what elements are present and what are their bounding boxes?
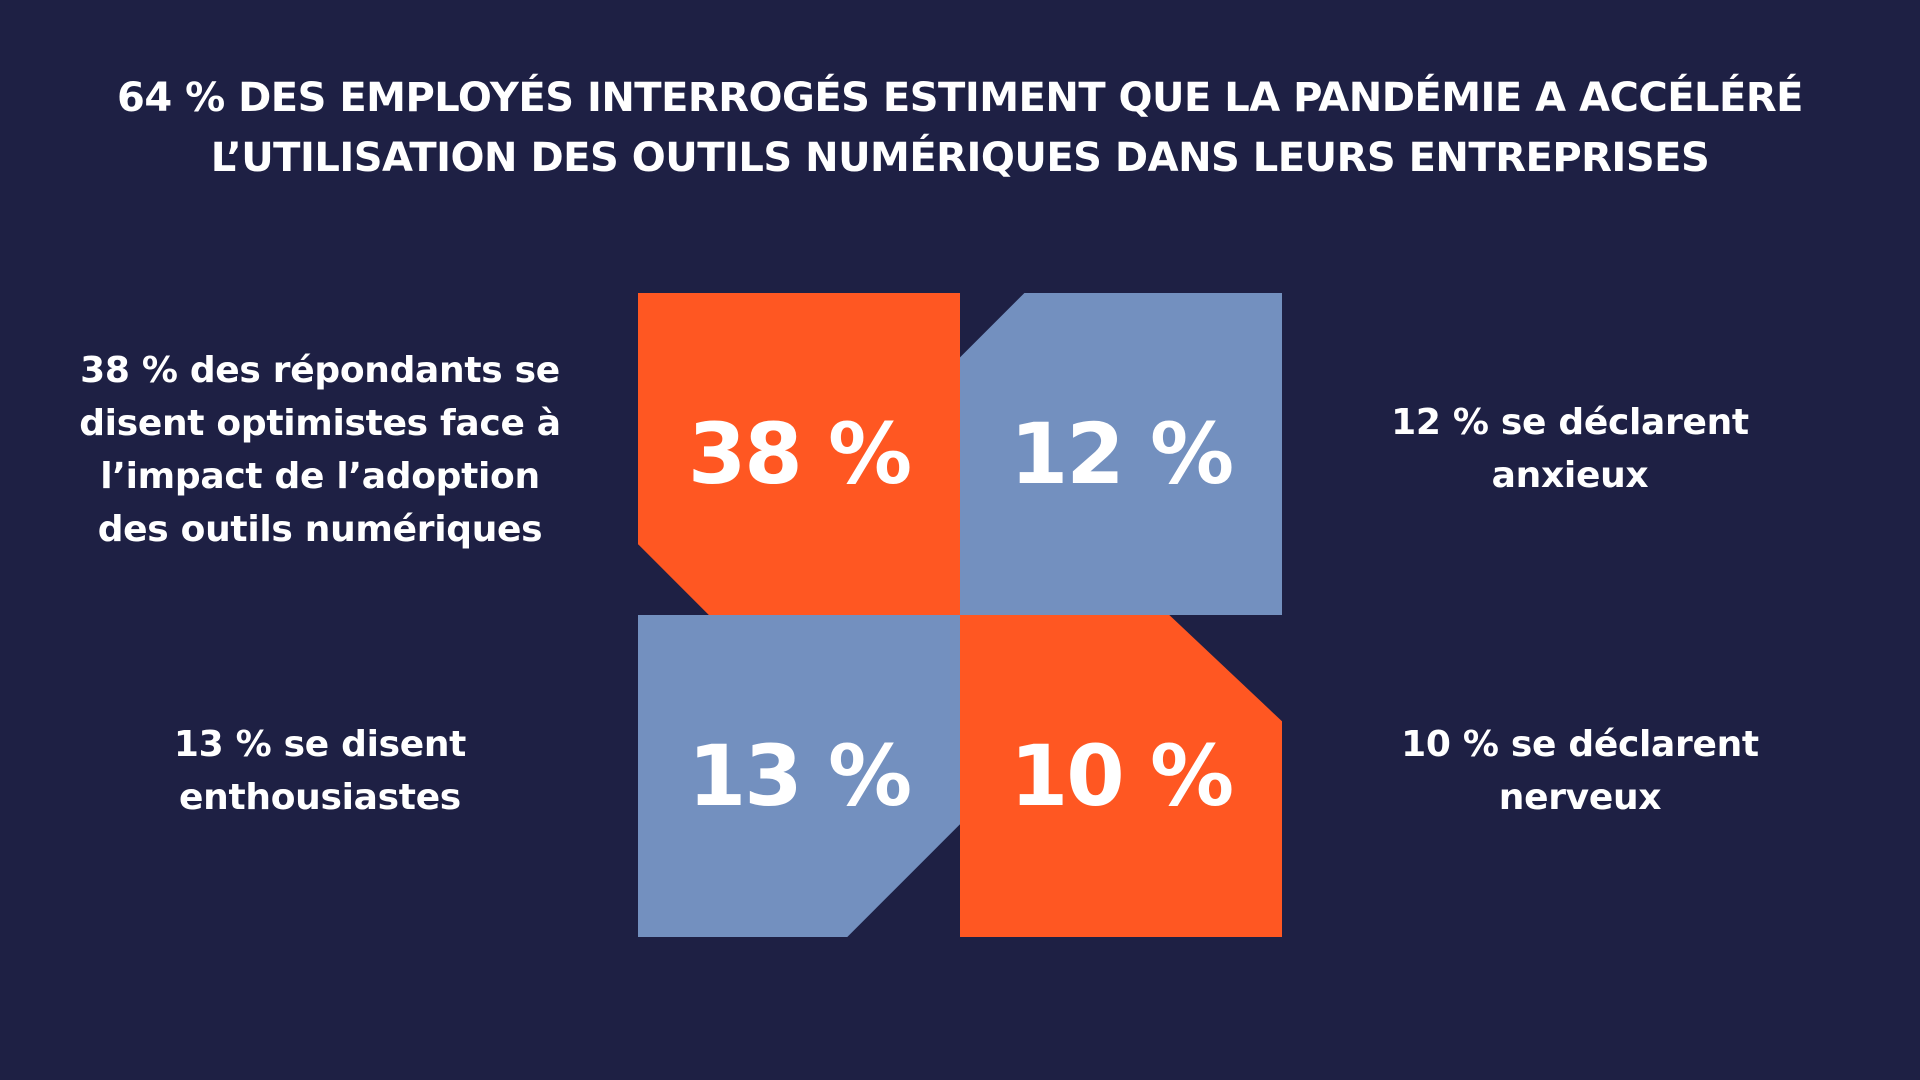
title-line-1: 64 % DES EMPLOYÉS INTERROGÉS ESTIMENT QU… <box>116 75 1804 121</box>
description-line: disent optimistes face à <box>79 403 561 444</box>
tile-nerveux: 10 % <box>960 615 1282 937</box>
tile-percentage: 12 % <box>1009 405 1234 503</box>
nerveux-description: 10 % se déclarent nerveux <box>1350 718 1810 824</box>
tile-percentage: 10 % <box>1009 727 1234 825</box>
description-line: nerveux <box>1498 777 1662 818</box>
description-line: 12 % se déclarent <box>1391 402 1749 443</box>
page-title: 64 % DES EMPLOYÉS INTERROGÉS ESTIMENT QU… <box>0 68 1920 188</box>
tile-optimistes: 38 % <box>638 293 960 615</box>
description-line: 13 % se disent <box>173 724 467 765</box>
description-line: enthousiastes <box>179 777 461 818</box>
description-line: 10 % se déclarent <box>1401 724 1759 765</box>
anxieux-description: 12 % se déclarent anxieux <box>1340 396 1800 502</box>
tile-anxieux: 12 % <box>960 293 1282 615</box>
description-line: 38 % des répondants se <box>80 350 560 391</box>
tile-percentage: 13 % <box>687 727 912 825</box>
description-line: des outils numériques <box>97 509 543 550</box>
description-line: l’impact de l’adoption <box>100 456 540 497</box>
optimistes-description: 38 % des répondants se disent optimistes… <box>60 344 580 556</box>
description-line: anxieux <box>1491 455 1649 496</box>
tile-enthousiastes: 13 % <box>638 615 960 937</box>
tile-percentage: 38 % <box>687 405 912 503</box>
enthousiastes-description: 13 % se disent enthousiastes <box>60 718 580 824</box>
title-line-2: L’UTILISATION DES OUTILS NUMÉRIQUES DANS… <box>210 135 1710 181</box>
